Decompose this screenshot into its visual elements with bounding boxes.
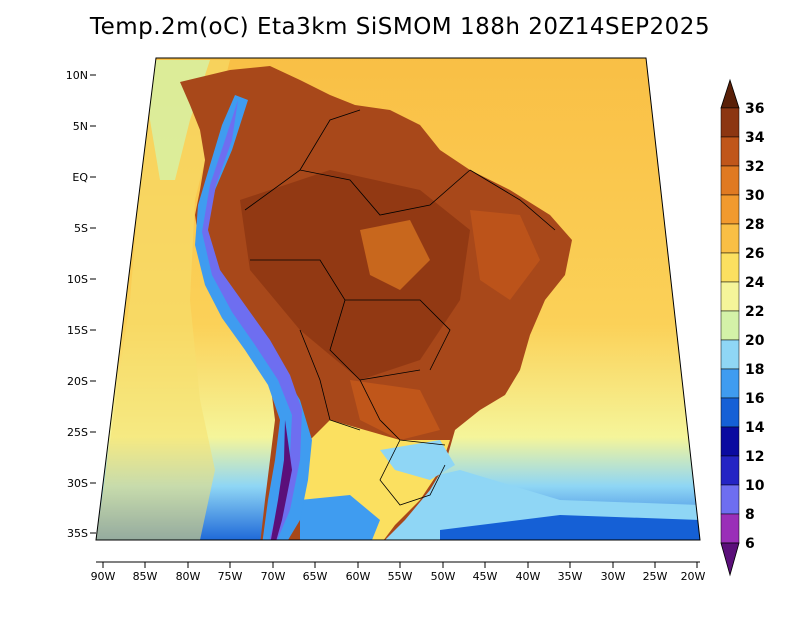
lat-label: 35S xyxy=(67,527,88,540)
lon-label: 70W xyxy=(261,570,286,583)
colorbar-label: 36 xyxy=(745,101,764,117)
southern-hot-zone xyxy=(350,380,440,440)
lat-label: 5S xyxy=(74,222,88,235)
south-atlantic-cold xyxy=(440,515,700,540)
colorbar-label: 28 xyxy=(745,217,764,233)
lon-label: 50W xyxy=(431,570,456,583)
colorbar: 36 34 32 30 28 26 24 22 20 18 16 14 12 1… xyxy=(720,78,765,577)
colorbar-segment xyxy=(720,455,740,486)
colorbar-segment xyxy=(720,368,740,399)
colorbar-label: 22 xyxy=(745,304,764,320)
lon-label: 40W xyxy=(516,570,541,583)
colorbar-segment xyxy=(720,136,740,167)
colorbar-label: 30 xyxy=(745,188,765,204)
colorbar-label: 8 xyxy=(745,507,755,523)
lat-label: 25S xyxy=(67,426,88,439)
colorbar-segment xyxy=(720,107,740,138)
colorbar-segment xyxy=(720,339,740,370)
lon-label: 80W xyxy=(176,570,201,583)
warm-patch xyxy=(360,220,430,290)
andes-cold-core xyxy=(202,100,302,540)
lon-label: 75W xyxy=(218,570,243,583)
colorbar-segment xyxy=(720,310,740,341)
map-title: Temp.2m(oC) Eta3km SiSMOM 188h 20Z14SEP2… xyxy=(89,14,711,40)
colorbar-label: 32 xyxy=(745,159,764,175)
lon-label: 55W xyxy=(388,570,413,583)
colorbar-label: 6 xyxy=(745,536,755,552)
colorbar-segment xyxy=(720,397,740,428)
pacific-mild-zone xyxy=(96,60,230,540)
colorbar-label: 24 xyxy=(745,275,765,291)
temperature-field xyxy=(96,58,700,540)
andes-cold-ridge xyxy=(195,95,312,540)
latitude-axis: 10N 5N EQ 5S 10S 15S 20S 25S 30S 35S xyxy=(66,69,96,540)
longitude-axis: 90W 85W 80W 75W 70W 65W 60W 55W 50W 45W … xyxy=(91,561,706,583)
colorbar-label: 14 xyxy=(745,420,765,436)
lat-label: 5N xyxy=(73,120,88,133)
andes-coldest xyxy=(270,420,292,540)
colorbar-label: 26 xyxy=(745,246,764,262)
colorbar-segment xyxy=(720,281,740,312)
lat-label: EQ xyxy=(72,171,88,184)
lat-label: 10N xyxy=(66,69,88,82)
patagonia-cool xyxy=(300,495,380,540)
lon-label: 90W xyxy=(91,570,116,583)
colorbar-label: 12 xyxy=(745,449,764,465)
colorbar-cap-bottom xyxy=(720,542,740,577)
colorbar-label: 16 xyxy=(745,391,764,407)
colorbar-segment xyxy=(720,513,740,544)
colorbar-label: 18 xyxy=(745,362,764,378)
interior-hot-zone xyxy=(240,170,470,380)
lat-label: 20S xyxy=(67,375,88,388)
colorbar-label: 34 xyxy=(745,130,765,146)
colorbar-segment xyxy=(720,426,740,457)
colorbar-label: 10 xyxy=(745,478,765,494)
lon-label: 30W xyxy=(601,570,626,583)
southern-brazil-cool xyxy=(380,440,455,480)
lon-label: 35W xyxy=(558,570,583,583)
map-frame xyxy=(95,57,701,541)
colorbar-label: 20 xyxy=(745,333,765,349)
lon-label: 85W xyxy=(133,570,158,583)
lat-label: 30S xyxy=(67,477,88,490)
lon-label: 20W xyxy=(681,570,706,583)
lat-label: 10S xyxy=(67,273,88,286)
lon-label: 45W xyxy=(473,570,498,583)
lon-label: 65W xyxy=(303,570,328,583)
colorbar-segment xyxy=(720,252,740,283)
colorbar-cap-top xyxy=(720,78,740,109)
colorbar-segment xyxy=(720,484,740,515)
lat-label: 15S xyxy=(67,324,88,337)
colorbar-segment xyxy=(720,223,740,254)
northeast-hot-zone xyxy=(470,210,540,300)
colorbar-segment xyxy=(720,165,740,196)
lon-label: 25W xyxy=(643,570,668,583)
colorbar-segment xyxy=(720,194,740,225)
lon-label: 60W xyxy=(346,570,371,583)
country-borders xyxy=(244,109,556,506)
